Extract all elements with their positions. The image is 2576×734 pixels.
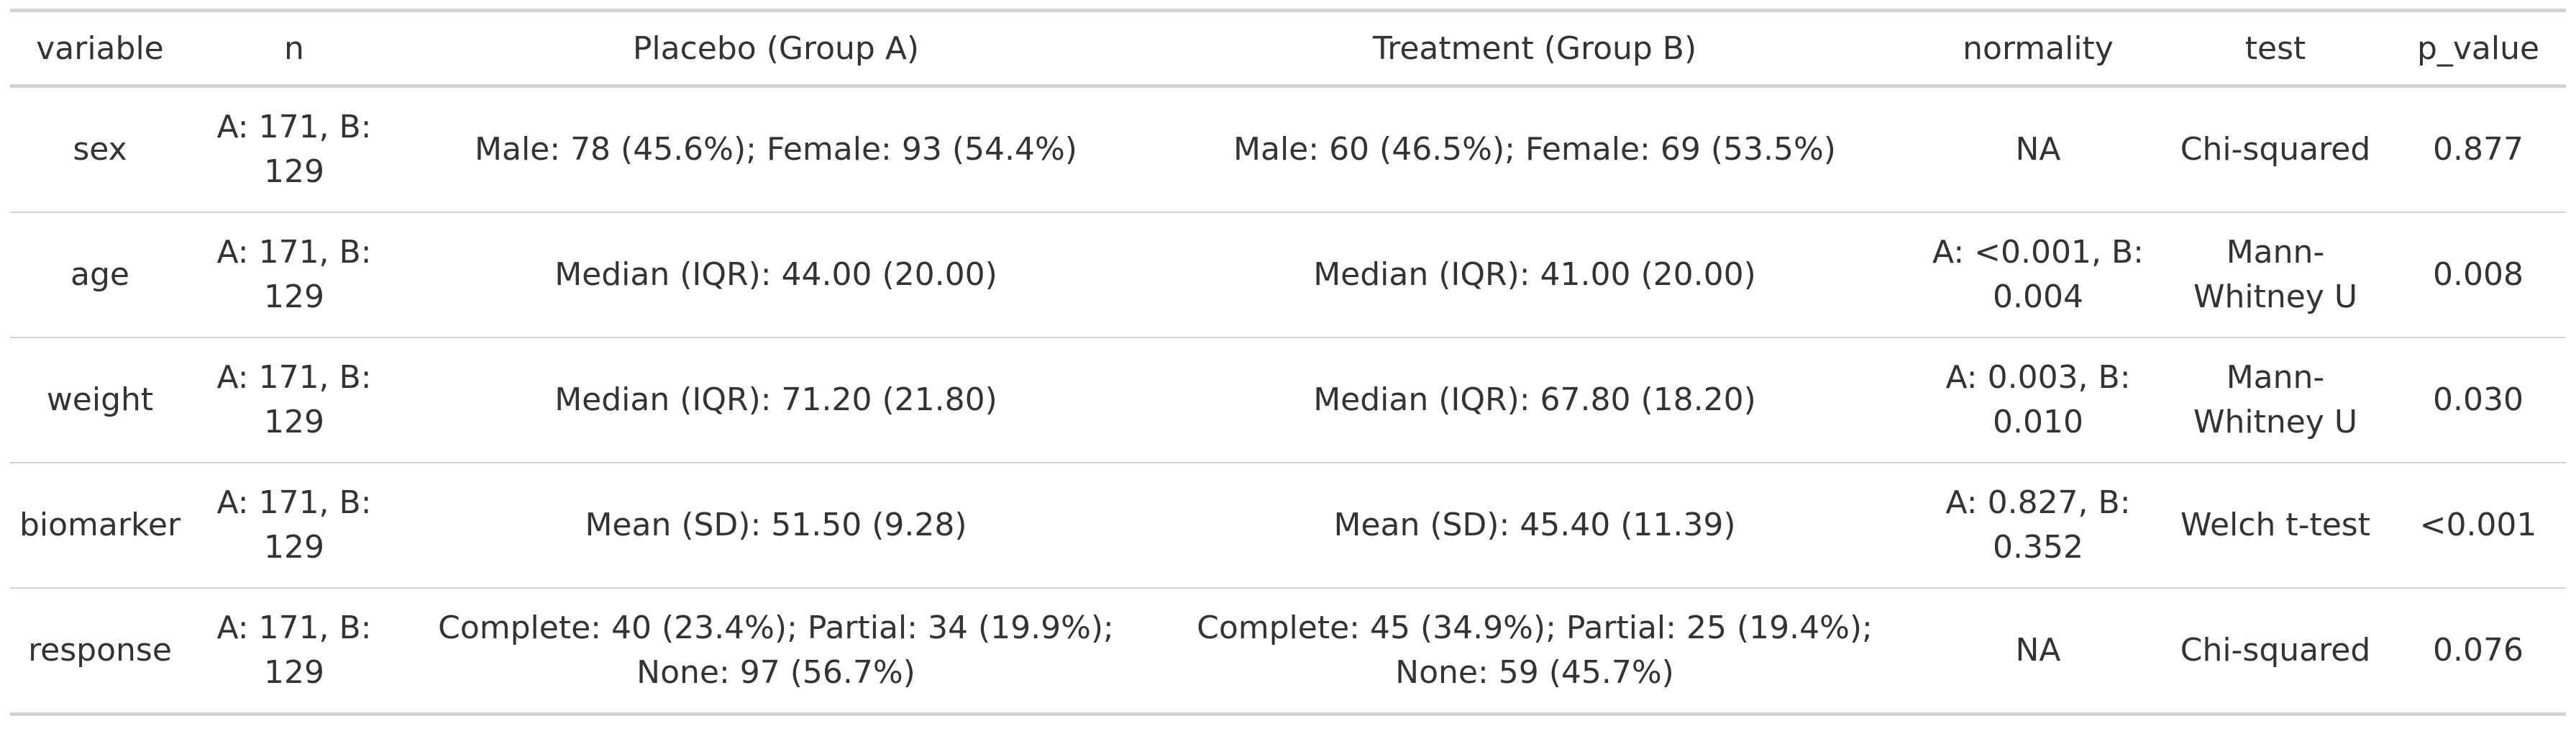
- cell-group-b: Complete: 45 (34.9%); Partial: 25 (19.4%…: [1154, 587, 1916, 715]
- header-row: variable n Placebo (Group A) Treatment (…: [10, 10, 2566, 88]
- cell-p-value: 0.030: [2390, 337, 2566, 463]
- cell-variable: age: [10, 212, 190, 337]
- cell-normality: A: 0.003, B: 0.010: [1916, 337, 2160, 463]
- cell-test: Chi-squared: [2180, 131, 2371, 168]
- cell-test: Chi-squared: [2160, 587, 2390, 715]
- cell-variable: weight: [10, 337, 190, 463]
- header-group-b: Treatment (Group B): [1154, 10, 1916, 88]
- cell-normality: NA: [1916, 587, 2160, 715]
- table-header: variable n Placebo (Group A) Treatment (…: [10, 10, 2566, 88]
- table-row: biomarker A: 171, B: 129 Mean (SD): 51.5…: [10, 462, 2566, 588]
- header-n: n: [190, 10, 398, 88]
- results-table-container: variable n Placebo (Group A) Treatment (…: [10, 9, 2566, 716]
- table-row: age A: 171, B: 129 Median (IQR): 44.00 (…: [10, 212, 2566, 337]
- cell-n: A: 171, B: 129: [190, 212, 398, 337]
- cell-test: Welch t-test: [2160, 462, 2390, 588]
- cell-group-a: Median (IQR): 44.00 (20.00): [398, 212, 1154, 337]
- cell-n: A: 171, B: 129: [190, 462, 398, 588]
- cell-n: A: 171, B: 129: [190, 587, 398, 715]
- cell-group-b: Median (IQR): 41.00 (20.00): [1154, 212, 1916, 337]
- cell-p-value: <0.001: [2390, 462, 2566, 588]
- table-row: weight A: 171, B: 129 Median (IQR): 71.2…: [10, 337, 2566, 463]
- cell-group-b: Median (IQR): 67.80 (18.20): [1154, 337, 1916, 463]
- cell-normality: NA: [2015, 131, 2061, 168]
- results-table: variable n Placebo (Group A) Treatment (…: [10, 9, 2566, 716]
- header-variable: variable: [10, 10, 190, 88]
- cell-n: A: 171, B: 129: [216, 109, 372, 190]
- cell-normality: A: <0.001, B: 0.004: [1916, 212, 2160, 337]
- cell-group-b: Mean (SD): 45.40 (11.39): [1154, 462, 1916, 588]
- table-row: response A: 171, B: 129 Complete: 40 (23…: [10, 587, 2566, 715]
- header-p-value: p_value: [2390, 10, 2566, 88]
- cell-group-b: Male: 60 (46.5%); Female: 69 (53.5%): [1233, 131, 1836, 168]
- cell-test: Mann-Whitney U: [2160, 212, 2390, 337]
- cell-p-value: 0.008: [2390, 212, 2566, 337]
- cell-variable: sex: [73, 131, 127, 168]
- cell-variable: response: [10, 587, 190, 715]
- header-normality: normality: [1916, 10, 2160, 88]
- header-test: test: [2160, 10, 2390, 88]
- cell-normality: A: 0.827, B: 0.352: [1916, 462, 2160, 588]
- cell-variable: biomarker: [10, 462, 190, 588]
- cell-p-value: 0.877: [2433, 131, 2524, 168]
- table-row: sex A: 171, B: 129 Male: 78 (45.6%); Fem…: [10, 86, 2566, 213]
- cell-group-a: Mean (SD): 51.50 (9.28): [398, 462, 1154, 588]
- cell-group-a: Median (IQR): 71.20 (21.80): [398, 337, 1154, 463]
- cell-group-a: Male: 78 (45.6%); Female: 93 (54.4%): [475, 131, 1077, 168]
- table-body: sex A: 171, B: 129 Male: 78 (45.6%); Fem…: [10, 86, 2566, 715]
- cell-test: Mann-Whitney U: [2160, 337, 2390, 463]
- cell-n: A: 171, B: 129: [190, 337, 398, 463]
- cell-group-a: Complete: 40 (23.4%); Partial: 34 (19.9%…: [398, 587, 1154, 715]
- cell-p-value: 0.076: [2390, 587, 2566, 715]
- header-group-a: Placebo (Group A): [398, 10, 1154, 88]
